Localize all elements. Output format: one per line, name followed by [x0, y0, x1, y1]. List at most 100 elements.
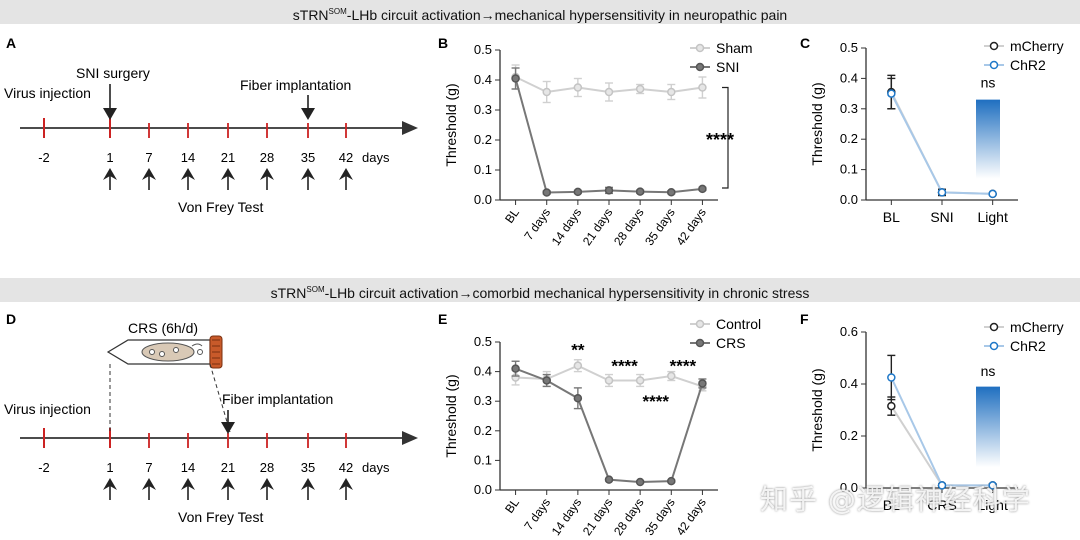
y-tick-label: 0.1 — [474, 452, 492, 467]
timeline-a-unit-label: days — [362, 150, 390, 165]
timeline-d-test-arrow-icon — [301, 478, 315, 490]
timeline-d-test-arrow-icon — [103, 478, 117, 490]
data-point — [667, 371, 676, 381]
data-point — [635, 477, 645, 487]
y-tick-label: 0.4 — [840, 376, 858, 391]
panel-letter-c: C — [800, 35, 810, 51]
x-tick-label: 35 days — [642, 206, 678, 248]
significance-label: ** — [571, 340, 585, 359]
significance-label: **** — [706, 130, 734, 150]
timeline-d-virus-label: Virus injection — [4, 401, 91, 417]
timeline-d-test-arrow-icon — [260, 478, 274, 490]
y-tick-label: 0.0 — [474, 192, 492, 207]
ns-label: ns — [981, 75, 996, 91]
light-stimulation-icon — [976, 386, 1000, 468]
x-tick-label: BL — [502, 205, 522, 225]
header-bottom-sup: SOM — [306, 285, 325, 294]
mouse-icon — [141, 342, 195, 362]
y-tick-label: 0.2 — [474, 423, 492, 438]
timeline-d-test-arrow-icon — [221, 478, 235, 490]
header-top-sup: SOM — [328, 7, 347, 16]
x-tick-label: CRS — [927, 497, 957, 513]
fiber-arrow-icon-d — [221, 422, 235, 434]
significance-label: **** — [670, 357, 697, 376]
x-tick-label: BL — [502, 495, 522, 515]
y-tick-label: 0.3 — [840, 101, 858, 116]
timeline-a-test-arrow-icon — [221, 168, 235, 180]
data-point — [573, 393, 583, 403]
data-point — [937, 481, 947, 490]
y-axis-label: Threshold (g) — [443, 374, 459, 457]
data-point — [887, 373, 896, 382]
legend-label: mCherry — [1010, 38, 1064, 54]
timeline-d-tick-label: 7 — [145, 460, 152, 475]
x-tick-label: 21 days — [580, 496, 616, 538]
crs-dash-right — [209, 363, 231, 433]
timeline-a-test-arrow-icon — [142, 168, 156, 180]
significance-bracket — [722, 86, 729, 189]
x-tick-label: 35 days — [642, 496, 678, 538]
timeline-d-crs-label: CRS (6h/d) — [128, 320, 198, 336]
y-tick-label: 0.0 — [840, 192, 858, 207]
timeline-d-tick-label: 14 — [181, 460, 195, 475]
timeline-d-tick-label: -2 — [38, 460, 50, 475]
x-tick-label: SNI — [930, 209, 953, 225]
light-stimulation-icon — [976, 99, 1000, 179]
timeline-a-arrowhead — [402, 121, 418, 135]
data-point — [937, 188, 947, 197]
legend-marker — [989, 341, 999, 351]
x-tick-label: Light — [977, 209, 1007, 225]
data-point — [667, 87, 676, 97]
timeline-d-ticks: -2 1 7 14 21 28 35 42 days — [38, 428, 390, 500]
legend-label: ChR2 — [1010, 57, 1046, 73]
significance-label: **** — [611, 357, 638, 376]
timeline-a-tick-label: 42 — [339, 150, 353, 165]
timeline-d-unit-label: days — [362, 460, 390, 475]
data-point — [542, 188, 551, 197]
panel-letter-f: F — [800, 311, 809, 327]
legend-marker — [989, 322, 999, 332]
timeline-d: -2 1 7 14 21 28 35 42 days Virus injection CRS (… — [4, 320, 418, 525]
y-tick-label: 0.1 — [840, 162, 858, 177]
y-tick-label: 0.5 — [474, 42, 492, 57]
timeline-a-tick-label: 14 — [181, 150, 195, 165]
legend-marker — [695, 338, 705, 348]
header-top-post: -LHb circuit activation→mechanical hyper… — [346, 7, 788, 23]
y-tick-label: 0.5 — [474, 334, 492, 349]
data-point — [635, 376, 645, 385]
data-point — [698, 184, 707, 194]
timeline-d-test-label: Von Frey Test — [178, 509, 263, 525]
data-point — [604, 87, 614, 97]
data-point — [988, 481, 997, 490]
timeline-d-tick-label: 28 — [260, 460, 274, 475]
surgery-arrow-icon — [103, 108, 117, 120]
y-tick-label: 0.3 — [474, 393, 492, 408]
data-point — [604, 475, 614, 484]
timeline-a-fiber-label: Fiber implantation — [240, 77, 351, 93]
legend-marker — [989, 41, 999, 51]
timeline-a-tick-label: 1 — [106, 150, 113, 165]
panel-letter-b: B — [438, 35, 448, 51]
header-bottom-post: -LHb circuit activation→comorbid mechani… — [324, 285, 810, 301]
timeline-d-tick-label: 42 — [339, 460, 353, 475]
timeline-d-test-arrow-icon — [142, 478, 156, 490]
chart-c: 0.0 0.1 0.2 0.3 0.4 0.5 Threshold (g) BL SNI Ligh… — [809, 38, 1064, 225]
ns-label: ns — [981, 363, 996, 379]
x-tick-label: Light — [977, 497, 1007, 513]
data-point — [573, 187, 583, 197]
timeline-a-tick-label: 7 — [145, 150, 152, 165]
timeline-d-tick-label: 21 — [221, 460, 235, 475]
data-point — [887, 401, 896, 411]
chart-b: 0.0 0.1 0.2 0.3 0.4 0.5 Threshold (g) BL 7 days1… — [443, 40, 753, 248]
timeline-a-tick-label: 21 — [221, 150, 235, 165]
timeline-a-test-arrow-icon — [103, 168, 117, 180]
timeline-a-test-arrow-icon — [301, 168, 315, 180]
legend-label: ChR2 — [1010, 338, 1046, 354]
timeline-d-fiber-label: Fiber implantation — [222, 391, 333, 407]
timeline-a-test-label: Von Frey Test — [178, 199, 263, 215]
data-point — [573, 83, 583, 92]
data-point — [667, 187, 676, 197]
data-point — [511, 74, 520, 83]
timeline-a-ticks: -2 1 7 14 21 28 35 42 days — [38, 118, 390, 190]
